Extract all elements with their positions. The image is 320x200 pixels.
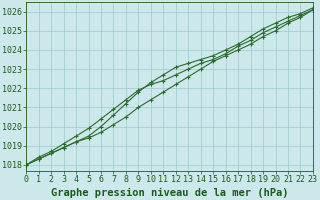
X-axis label: Graphe pression niveau de la mer (hPa): Graphe pression niveau de la mer (hPa) — [51, 188, 288, 198]
